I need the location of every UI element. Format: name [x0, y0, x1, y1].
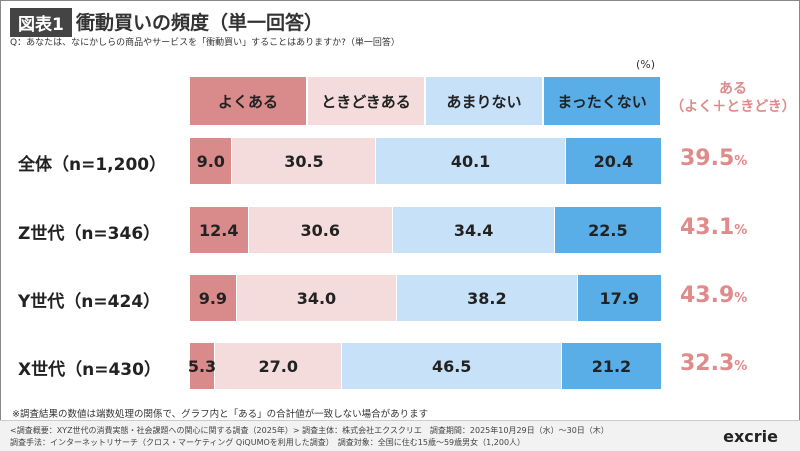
- bar-segment: 9.0: [190, 138, 232, 184]
- bar-segment: 46.5: [342, 343, 561, 389]
- aru-unit: %: [734, 223, 748, 238]
- aru-total: 43.1%: [680, 215, 747, 240]
- aru-value: 43.9: [680, 283, 735, 308]
- aru-unit: %: [734, 154, 748, 169]
- data-label: 17.9: [599, 288, 639, 308]
- bar-segment: 30.5: [232, 138, 376, 184]
- data-label: 27.0: [258, 356, 298, 376]
- data-label: 30.6: [300, 220, 340, 240]
- aru-value: 43.1: [680, 215, 735, 240]
- aru-value: 39.5: [680, 146, 735, 171]
- aru-header-line: （よく＋ときどき）: [670, 99, 796, 115]
- data-label: 38.2: [467, 288, 507, 308]
- bar-segment: 21.2: [561, 343, 661, 389]
- bar-segment: 20.4: [565, 138, 661, 184]
- data-label: 22.5: [588, 220, 628, 240]
- data-label: 34.4: [453, 220, 494, 240]
- category-label: Y世代（n=424）: [18, 292, 161, 312]
- bar-segment: 22.5: [555, 207, 661, 253]
- data-label: 30.5: [284, 151, 324, 171]
- data-label: 34.0: [296, 288, 337, 308]
- data-label: 5.3: [187, 356, 217, 376]
- aru-header: ある （よく＋ときどき）: [668, 80, 798, 116]
- footer-line: 調査手法：インターネットリサーチ（クロス・マーケティング QiQUMOを利用した…: [10, 438, 526, 447]
- bar-segment: 30.6: [248, 207, 392, 253]
- category-label: Z世代（n=346）: [18, 224, 161, 244]
- data-label: 20.4: [593, 151, 634, 171]
- logo: excrie: [723, 427, 778, 446]
- category-label: X世代（n=430）: [18, 360, 161, 380]
- bar-segment: 12.4: [190, 207, 248, 253]
- note: ※調査結果の数値は端数処理の関係で、グラフ内と「ある」の合計値が一致しない場合が…: [12, 409, 429, 420]
- aru-total: 32.3%: [680, 351, 747, 376]
- bar-segment: 5.3: [187, 343, 217, 389]
- category-label: 全体（n=1,200）: [18, 155, 167, 175]
- unit-label: (%): [636, 58, 656, 71]
- legend-1: ときどきある: [308, 77, 424, 125]
- figure-tag: 図表1: [10, 8, 72, 37]
- aru-value: 32.3: [680, 351, 735, 376]
- bar-segment: 34.4: [392, 207, 555, 253]
- aru-header-line: ある: [719, 81, 747, 97]
- aru-total: 39.5%: [680, 146, 747, 171]
- bar-segment: 17.9: [577, 275, 661, 321]
- data-label: 40.1: [450, 151, 491, 171]
- bar-segment: 40.1: [376, 138, 565, 184]
- data-label: 21.2: [591, 356, 632, 376]
- aru-unit: %: [734, 359, 748, 374]
- question: Q：あなたは、なにかしらの商品やサービスを「衝動買い」することはありますか?（単…: [10, 38, 400, 48]
- legend-2: あまりない: [426, 77, 542, 125]
- aru-total: 43.9%: [680, 283, 747, 308]
- data-label: 46.5: [431, 356, 472, 376]
- data-label: 12.4: [199, 220, 239, 240]
- legend-0: よくある: [190, 77, 306, 125]
- footer: <調査概要：XYZ世代の消費実態・社会課題への関心に関する調査（2025年）> …: [0, 420, 800, 451]
- bar-segment: 27.0: [215, 343, 342, 389]
- footer-line: <調査概要：XYZ世代の消費実態・社会課題への関心に関する調査（2025年）> …: [10, 426, 609, 435]
- data-label: 9.0: [196, 151, 225, 171]
- bar-segment: 38.2: [397, 275, 577, 321]
- data-label: 9.9: [198, 288, 228, 308]
- chart-title: 衝動買いの頻度（単一回答）: [76, 12, 324, 34]
- legend-3: まったくない: [544, 77, 660, 125]
- bar-segment: 34.0: [236, 275, 397, 321]
- bar-segment: 9.9: [190, 275, 236, 321]
- aru-unit: %: [734, 291, 748, 306]
